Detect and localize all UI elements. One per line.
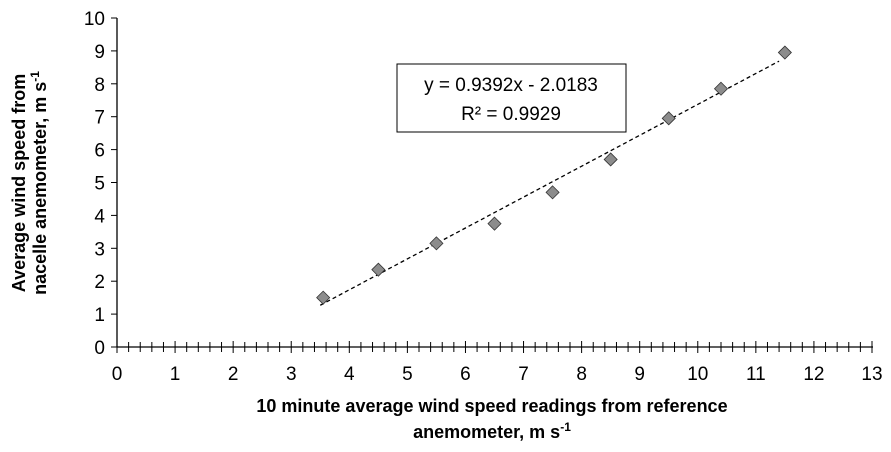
y-tick-label: 1 (94, 305, 105, 326)
trendline-r-squared: R² = 0.9929 (461, 104, 561, 125)
y-axis-title: Average wind speed from nacelle anemomet… (9, 71, 50, 295)
x-tick-label: 12 (803, 364, 824, 385)
trendline-equation-box: y = 0.9392x - 2.0183 R² = 0.9929 (396, 63, 627, 133)
y-tick-label: 2 (94, 272, 105, 293)
y-tick-label: 10 (84, 9, 105, 30)
y-tick-label: 5 (94, 174, 105, 195)
y-tick-label: 9 (94, 42, 105, 63)
data-point (545, 185, 560, 200)
x-tick-label: 3 (286, 364, 297, 385)
data-point (777, 45, 792, 60)
x-tick-label: 1 (170, 364, 181, 385)
x-tick-label: 7 (518, 364, 529, 385)
data-point (429, 236, 444, 251)
trendline (319, 60, 780, 306)
data-point (371, 262, 386, 277)
x-tick-label: 10 (687, 364, 708, 385)
x-tick-label: 13 (861, 364, 882, 385)
y-tick-label: 3 (94, 239, 105, 260)
y-tick-label: 0 (94, 338, 105, 359)
x-axis-title: 10 minute average wind speed readings fr… (256, 396, 727, 442)
data-point (661, 111, 676, 126)
data-points (316, 45, 792, 305)
x-axis-title-line2: anemometer, m s-1 (413, 420, 571, 442)
x-axis-title-line1: 10 minute average wind speed readings fr… (256, 396, 727, 416)
data-point (713, 81, 729, 96)
y-tick-label: 8 (94, 75, 105, 96)
y-tick-label: 6 (94, 141, 105, 162)
x-tick-label: 9 (634, 364, 645, 385)
trendline-equation: y = 0.9392x - 2.0183 (424, 75, 598, 96)
trendline-line (319, 60, 780, 306)
x-tick-label: 0 (112, 364, 123, 385)
x-tick-label: 8 (576, 364, 587, 385)
x-tick-label: 11 (746, 364, 766, 385)
ticks (111, 17, 873, 353)
y-tick-label: 7 (94, 108, 105, 129)
data-point (316, 290, 331, 305)
data-point (487, 216, 502, 231)
y-axis-title-line1: Average wind speed from (9, 74, 29, 292)
data-point (603, 152, 618, 167)
y-tick-label: 4 (94, 206, 105, 227)
x-tick-label: 2 (228, 364, 239, 385)
x-tick-label: 4 (344, 364, 355, 385)
x-tick-label: 5 (402, 364, 413, 385)
x-tick-label: 6 (460, 364, 471, 385)
y-axis-title-line2: nacelle anemometer, m s-1 (28, 71, 50, 295)
